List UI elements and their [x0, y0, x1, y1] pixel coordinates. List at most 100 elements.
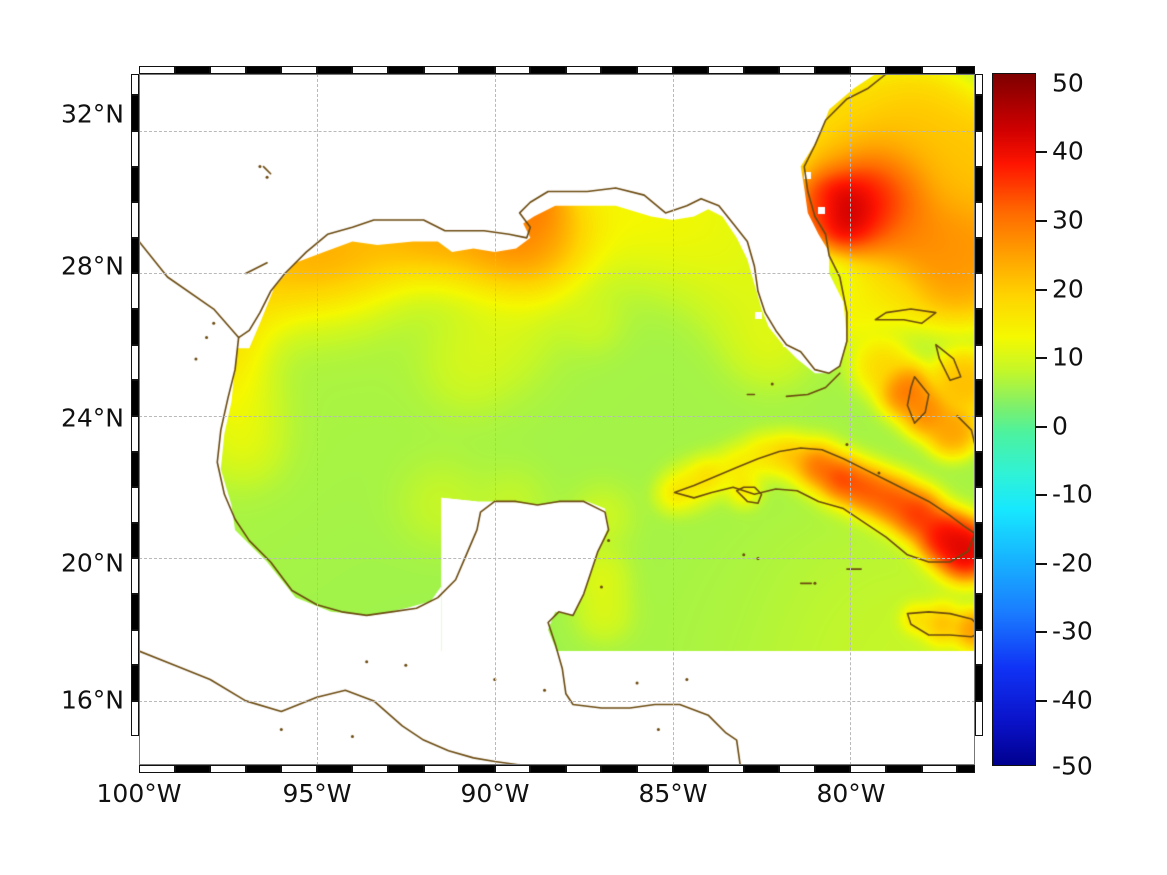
frame-bottom-seg-5	[317, 765, 353, 773]
frame-right-seg-4	[975, 558, 983, 594]
frame-right-seg-0	[975, 701, 983, 737]
y-tick-label-1: 28°N	[61, 252, 124, 281]
frame-bottom-seg-18	[779, 765, 815, 773]
frame-bottom-seg-22	[922, 765, 958, 773]
frame-bottom-seg-15	[673, 765, 709, 773]
frame-left-seg-11	[131, 309, 139, 345]
frame-bottom-seg-0	[139, 765, 175, 773]
colorbar-tick-label-1: 40	[1052, 137, 1084, 166]
frame-bottom-seg-23	[957, 765, 975, 773]
frame-top-seg-11	[530, 66, 566, 74]
x-tick-label-0: 100°W	[97, 779, 182, 808]
colorbar-tick-mark-9	[1036, 700, 1047, 702]
frame-top-seg-1	[175, 66, 211, 74]
frame-right-seg-7	[975, 452, 983, 488]
y-tick-label-0: 32°N	[61, 100, 124, 129]
frame-bottom-seg-9	[459, 765, 495, 773]
colorbar-gradient	[993, 74, 1035, 765]
y-tick-label-2: 24°N	[61, 404, 124, 433]
frame-right-seg-3	[975, 594, 983, 630]
frame-left-seg-1	[131, 665, 139, 701]
colorbar-tick-label-6: -10	[1052, 480, 1093, 509]
colorbar-tick-mark-6	[1036, 494, 1047, 496]
frame-top-seg-0	[139, 66, 175, 74]
frame-left-seg-4	[131, 558, 139, 594]
frame-right-seg-14	[975, 202, 983, 238]
frame-top-seg-5	[317, 66, 353, 74]
frame-top-seg-4	[281, 66, 317, 74]
frame-right-seg-11	[975, 309, 983, 345]
x-tick-label-4: 80°W	[816, 779, 885, 808]
colorbar-tick-mark-7	[1036, 563, 1047, 565]
x-tick-label-1: 95°W	[282, 779, 351, 808]
frame-right-seg-16	[975, 131, 983, 167]
frame-right-seg-9	[975, 380, 983, 416]
x-tick-label-2: 90°W	[460, 779, 529, 808]
frame-top-seg-14	[637, 66, 673, 74]
frame-top-seg-20	[850, 66, 886, 74]
frame-bottom-seg-12	[566, 765, 602, 773]
frame-top-seg-13	[601, 66, 637, 74]
frame-bottom-seg-16	[708, 765, 744, 773]
frame-top-seg-9	[459, 66, 495, 74]
frame-bottom-seg-14	[637, 765, 673, 773]
frame-left-seg-10	[131, 345, 139, 381]
frame-right-seg-1	[975, 665, 983, 701]
colorbar-tick-label-8: -30	[1052, 617, 1093, 646]
frame-top-seg-10	[495, 66, 531, 74]
frame-top-seg-8	[424, 66, 460, 74]
frame-left-seg-5	[131, 523, 139, 559]
frame-top-seg-6	[352, 66, 388, 74]
x-tick-label-3: 85°W	[638, 779, 707, 808]
frame-right-seg-18	[975, 74, 983, 95]
frame-left-seg-7	[131, 452, 139, 488]
frame-left-seg-6	[131, 487, 139, 523]
frame-left-seg-9	[131, 380, 139, 416]
colorbar-tick-mark-3	[1036, 289, 1047, 291]
frame-left-seg-17	[131, 95, 139, 131]
colorbar-tick-label-4: 10	[1052, 343, 1084, 372]
frame-right-seg-6	[975, 487, 983, 523]
frame-top-seg-2	[210, 66, 246, 74]
map-axes[interactable]	[139, 74, 975, 765]
frame-left-seg-2	[131, 630, 139, 666]
frame-bottom-seg-8	[424, 765, 460, 773]
frame-bottom-seg-7	[388, 765, 424, 773]
frame-left-seg-15	[131, 167, 139, 203]
figure-canvas: 100°W 95°W 90°W 85°W 80°W 32°N 28°N 24°N 20°N 16…	[0, 0, 1167, 875]
frame-top-seg-21	[886, 66, 922, 74]
frame-right-seg-13	[975, 238, 983, 274]
frame-left-seg-13	[131, 238, 139, 274]
frame-top-seg-16	[708, 66, 744, 74]
colorbar-tick-label-3: 20	[1052, 275, 1084, 304]
colorbar-tick-label-7: -20	[1052, 549, 1093, 578]
frame-bottom-seg-13	[601, 765, 637, 773]
frame-right-seg-17	[975, 95, 983, 131]
colorbar-tick-label-0: 50	[1052, 69, 1084, 98]
frame-bottom-seg-3	[246, 765, 282, 773]
frame-bottom-seg-21	[886, 765, 922, 773]
frame-top-seg-19	[815, 66, 851, 74]
colorbar-tick-mark-4	[1036, 357, 1047, 359]
frame-right-seg-15	[975, 167, 983, 203]
y-tick-label-3: 20°N	[61, 549, 124, 578]
frame-left-seg-3	[131, 594, 139, 630]
frame-bottom-seg-2	[210, 765, 246, 773]
frame-left-seg-16	[131, 131, 139, 167]
frame-bottom-seg-4	[281, 765, 317, 773]
frame-bottom-seg-17	[744, 765, 780, 773]
frame-bottom-seg-6	[352, 765, 388, 773]
colorbar[interactable]	[992, 73, 1036, 766]
frame-bottom-seg-11	[530, 765, 566, 773]
frame-right-seg-5	[975, 523, 983, 559]
colorbar-tick-label-2: 30	[1052, 206, 1084, 235]
frame-bottom-seg-1	[175, 765, 211, 773]
colorbar-tick-label-10: -50	[1052, 752, 1093, 781]
frame-top-seg-3	[246, 66, 282, 74]
frame-right-seg-8	[975, 416, 983, 452]
scalar-field-heatmap	[139, 74, 975, 765]
frame-bottom-seg-20	[850, 765, 886, 773]
frame-bottom-seg-10	[495, 765, 531, 773]
colorbar-tick-mark-8	[1036, 631, 1047, 633]
frame-left-seg-14	[131, 202, 139, 238]
